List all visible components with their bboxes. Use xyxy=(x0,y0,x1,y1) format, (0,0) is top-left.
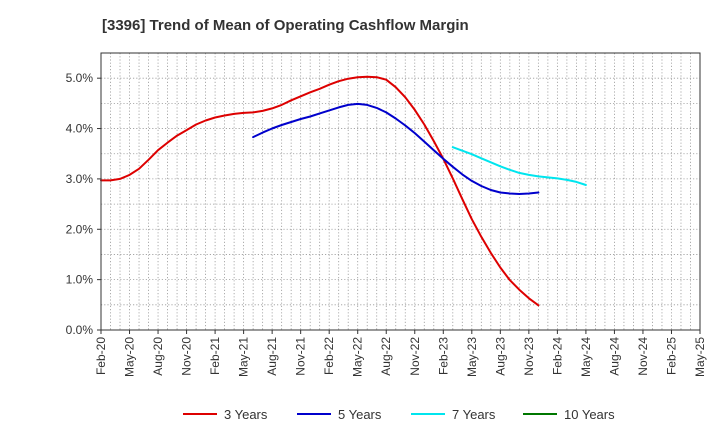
x-axis: Feb-20 May-20 Aug-20 Nov-20 Feb-21 May-21 Aug-… xyxy=(94,330,707,377)
series-line-5-years xyxy=(252,102,540,195)
x-tick-label: Feb-25 xyxy=(664,337,678,375)
y-tick-label: 1.0% xyxy=(66,273,94,287)
x-tick-label: Nov-24 xyxy=(636,337,650,376)
x-tick-label: Feb-21 xyxy=(208,337,222,375)
y-axis: 0.0% 1.0% 2.0% 3.0% 4.0% 5.0% xyxy=(66,71,101,337)
x-tick-label: Nov-23 xyxy=(522,337,536,376)
chart-title: [3396] Trend of Mean of Operating Cashfl… xyxy=(102,17,469,34)
y-tick-label: 5.0% xyxy=(66,71,94,85)
legend-label-5-years: 5 Years xyxy=(338,407,382,422)
legend-label-10-years: 10 Years xyxy=(564,407,615,422)
plot-frame xyxy=(100,52,701,331)
x-tick-label: Aug-22 xyxy=(379,337,393,376)
legend: 3 Years 5 Years 7 Years 10 Years xyxy=(183,407,615,422)
series-line-7-years xyxy=(451,146,587,186)
y-tick-label: 2.0% xyxy=(66,222,94,236)
y-tick-label: 3.0% xyxy=(66,172,94,186)
grid xyxy=(101,53,700,330)
x-tick-label: Feb-20 xyxy=(94,337,108,375)
x-tick-label: Feb-22 xyxy=(322,337,336,375)
x-tick-label: May-23 xyxy=(465,337,479,377)
legend-label-3-years: 3 Years xyxy=(224,407,268,422)
y-tick-label: 4.0% xyxy=(66,122,94,136)
x-tick-label: Nov-21 xyxy=(294,337,308,376)
x-tick-label: May-21 xyxy=(237,337,251,377)
x-tick-label: Feb-23 xyxy=(436,337,450,375)
series-line-3-years xyxy=(100,75,540,307)
legend-label-7-years: 7 Years xyxy=(452,407,496,422)
x-tick-label: Aug-24 xyxy=(607,337,621,376)
x-tick-label: Nov-20 xyxy=(180,337,194,376)
x-tick-label: Aug-21 xyxy=(265,337,279,376)
x-tick-label: Nov-22 xyxy=(408,337,422,376)
x-tick-label: May-24 xyxy=(579,337,593,377)
x-tick-label: Aug-23 xyxy=(493,337,507,376)
x-tick-label: May-20 xyxy=(123,337,137,377)
series-layer xyxy=(100,75,587,307)
x-tick-label: May-22 xyxy=(351,337,365,377)
x-tick-label: May-25 xyxy=(693,337,707,377)
y-tick-label: 0.0% xyxy=(66,323,94,337)
x-tick-label: Aug-20 xyxy=(151,337,165,376)
x-tick-label: Feb-24 xyxy=(550,337,564,375)
